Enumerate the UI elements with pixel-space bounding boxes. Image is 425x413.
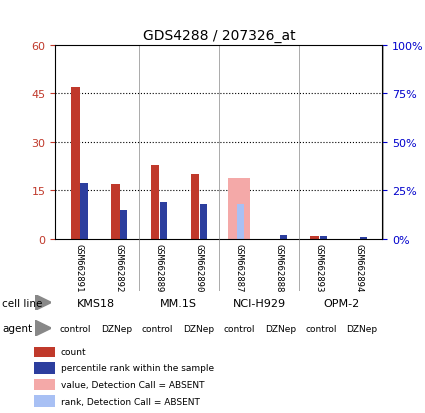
Bar (320, 237, 327, 240)
Text: DZNep: DZNep (183, 324, 214, 333)
Polygon shape (35, 295, 51, 311)
Bar (360, 237, 367, 240)
Text: KMS18: KMS18 (77, 299, 115, 309)
Bar (111, 185, 119, 240)
Text: DZNep: DZNep (346, 324, 377, 333)
Bar (190, 175, 199, 240)
Text: control: control (142, 324, 173, 333)
Bar (80, 183, 88, 240)
Bar (237, 204, 244, 240)
Text: agent: agent (2, 323, 32, 333)
Text: GSM662887: GSM662887 (234, 244, 244, 292)
Text: control: control (306, 324, 337, 333)
Bar (310, 236, 319, 240)
Polygon shape (35, 320, 51, 336)
Text: DZNep: DZNep (101, 324, 132, 333)
Text: GSM662890: GSM662890 (194, 244, 204, 292)
Bar (228, 178, 250, 240)
FancyBboxPatch shape (34, 346, 55, 358)
FancyBboxPatch shape (34, 362, 55, 374)
Title: GDS4288 / 207326_at: GDS4288 / 207326_at (142, 29, 295, 43)
Text: GSM662892: GSM662892 (115, 244, 124, 292)
Text: GSM662893: GSM662893 (314, 244, 323, 292)
FancyBboxPatch shape (34, 395, 55, 407)
Text: value, Detection Call = ABSENT: value, Detection Call = ABSENT (61, 380, 204, 389)
Text: NCI-H929: NCI-H929 (233, 299, 286, 309)
Text: rank, Detection Call = ABSENT: rank, Detection Call = ABSENT (61, 396, 200, 406)
Text: GSM662891: GSM662891 (75, 244, 84, 292)
Bar (160, 203, 167, 240)
Bar (120, 211, 128, 240)
FancyBboxPatch shape (34, 379, 55, 391)
Text: cell line: cell line (2, 299, 42, 309)
Bar (280, 236, 287, 240)
Text: GSM662889: GSM662889 (155, 244, 164, 292)
Bar (71, 88, 79, 240)
Text: percentile rank within the sample: percentile rank within the sample (61, 363, 214, 373)
Text: DZNep: DZNep (265, 324, 296, 333)
Text: GSM662894: GSM662894 (354, 244, 363, 292)
Text: control: control (60, 324, 91, 333)
Text: MM.1S: MM.1S (159, 299, 196, 309)
Bar (200, 204, 207, 240)
Text: count: count (61, 347, 86, 356)
Bar (150, 165, 159, 240)
Text: GSM662888: GSM662888 (274, 244, 283, 292)
Text: OPM-2: OPM-2 (323, 299, 360, 309)
Text: control: control (224, 324, 255, 333)
